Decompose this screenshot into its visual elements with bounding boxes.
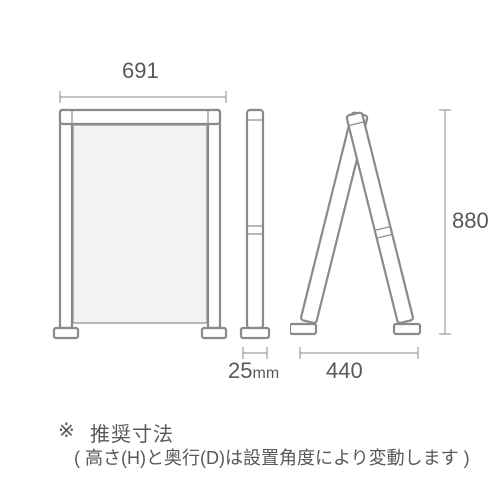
dim-depth-label: 440	[326, 358, 363, 384]
front-view	[50, 100, 250, 360]
note-symbol: ※	[58, 418, 75, 443]
dim-width-line	[54, 90, 234, 104]
note-body: ( 高さ(H)と奥行(D)は設置角度により変動します )	[74, 444, 470, 470]
note-title: 推奨寸法	[90, 418, 174, 447]
dim-height-label: 880	[452, 208, 489, 234]
dim-height-line	[438, 104, 452, 340]
dim-thickness-label: 25mm	[228, 358, 279, 384]
dim-width-label: 691	[122, 58, 159, 84]
side-open-view	[290, 100, 430, 360]
dimension-diagram: { "type": "dimension-drawing", "colors":…	[0, 0, 500, 500]
side-closed-view	[235, 100, 275, 360]
